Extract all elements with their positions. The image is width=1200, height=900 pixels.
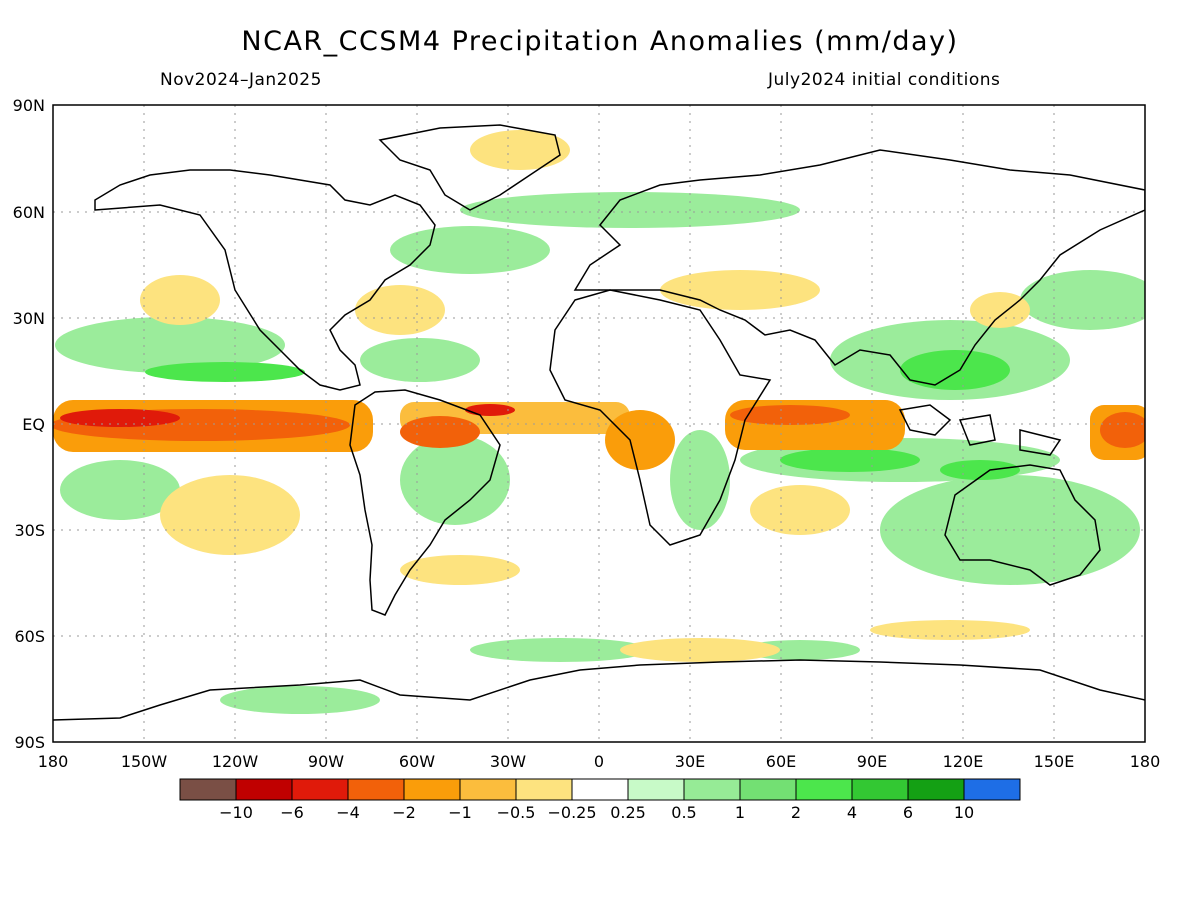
lon-label: 90E — [857, 752, 887, 771]
map-frame — [52, 104, 1146, 743]
maritime-continent-coast — [898, 404, 1062, 456]
lat-label: 90N — [13, 96, 45, 115]
coastlines — [53, 124, 1145, 721]
legend-swatch — [347, 778, 405, 801]
forecast-period: Nov2024–Jan2025 — [160, 70, 322, 90]
lon-label: 120E — [943, 752, 984, 771]
legend-label: 0.5 — [671, 803, 696, 822]
greenland-coast — [378, 124, 561, 211]
legend-swatch — [459, 778, 517, 801]
gridlines — [53, 105, 1145, 742]
legend-swatch — [571, 778, 629, 801]
legend-label: −1 — [448, 803, 472, 822]
south-america-coast — [349, 389, 501, 616]
legend-label: 4 — [847, 803, 857, 822]
north-america-coast — [94, 169, 436, 391]
africa-coast — [549, 289, 772, 546]
australia-coast — [944, 464, 1101, 586]
lat-label: EQ — [22, 415, 45, 434]
initial-conditions: July2024 initial conditions — [768, 70, 1001, 90]
lon-label: 150E — [1034, 752, 1075, 771]
legend-label: −10 — [219, 803, 253, 822]
lon-label: 60W — [399, 752, 435, 771]
legend-label: 2 — [791, 803, 801, 822]
legend-label: 6 — [903, 803, 913, 822]
lon-label: 180 — [38, 752, 69, 771]
lat-label: 60S — [14, 627, 45, 646]
legend-label: 0.25 — [610, 803, 646, 822]
lon-label: 150W — [121, 752, 168, 771]
legend-label: −0.5 — [497, 803, 536, 822]
legend-swatch — [907, 778, 965, 801]
lon-label: 0 — [594, 752, 604, 771]
lon-label: 30W — [490, 752, 526, 771]
lat-label: 90S — [14, 733, 45, 752]
lon-label: 120W — [212, 752, 259, 771]
legend-swatch — [627, 778, 685, 801]
legend-swatch — [235, 778, 293, 801]
legend-swatch — [291, 778, 349, 801]
anomaly-field — [53, 130, 1145, 714]
lat-label: 30N — [13, 309, 45, 328]
lon-label: 60E — [766, 752, 796, 771]
longitude-labels: 180 150W 120W 90W 60W 30W 0 30E 60E 90E … — [38, 752, 1161, 771]
lon-label: 30E — [675, 752, 705, 771]
legend-swatch — [963, 778, 1021, 801]
legend-swatch — [403, 778, 461, 801]
legend-swatch — [683, 778, 741, 801]
eurasia-coast — [573, 149, 1145, 386]
legend-swatch — [515, 778, 573, 801]
legend-swatch — [739, 778, 797, 801]
legend-label: −2 — [392, 803, 416, 822]
color-legend-labels: −10 −6 −4 −2 −1 −0.5 −0.25 0.25 0.5 1 2 4 6 10 — [219, 803, 974, 822]
legend-swatch — [179, 778, 237, 801]
legend-label: 1 — [735, 803, 745, 822]
legend-label: −6 — [280, 803, 304, 822]
legend-swatch — [851, 778, 909, 801]
map-title: NCAR_CCSM4 Precipitation Anomalies (mm/d… — [241, 26, 959, 57]
lat-label: 60N — [13, 203, 45, 222]
lon-label: 180 — [1130, 752, 1161, 771]
legend-label: 10 — [954, 803, 974, 822]
latitude-labels: 90N 60N 30N EQ 30S 60S 90S — [13, 96, 45, 752]
lon-label: 90W — [308, 752, 344, 771]
color-legend — [179, 778, 1021, 801]
lat-label: 30S — [14, 521, 45, 540]
legend-swatch — [795, 778, 853, 801]
legend-label: −4 — [336, 803, 360, 822]
antarctica-coast — [53, 659, 1145, 721]
legend-label: −0.25 — [547, 803, 596, 822]
